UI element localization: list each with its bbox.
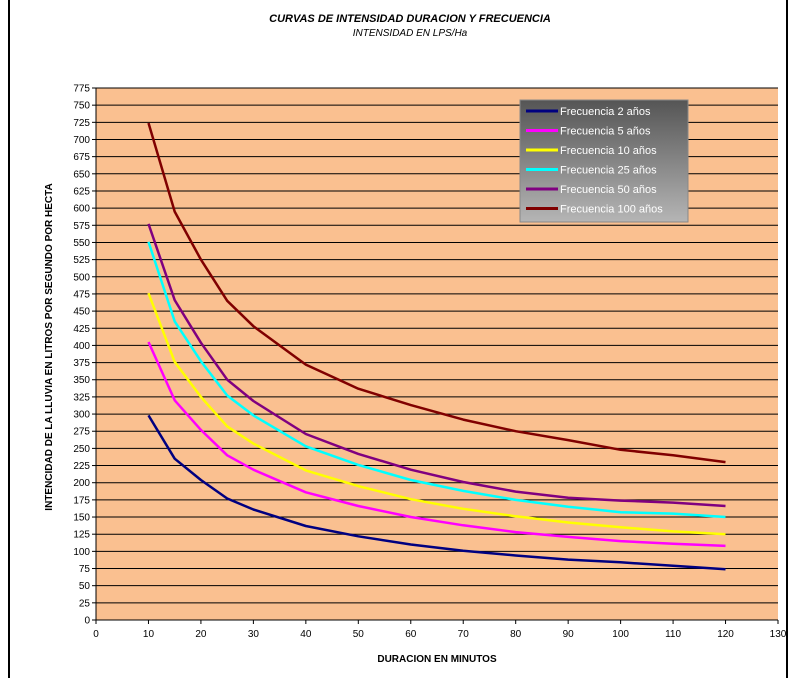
legend-label-2: Frecuencia 10 años xyxy=(560,145,657,157)
legend: Frecuencia 2 años Frecuencia 5 años Frecue… xyxy=(519,99,689,223)
y-tick-label-9: 225 xyxy=(73,461,90,472)
y-tick-label-29: 725 xyxy=(73,118,90,129)
y-tick-label-11: 275 xyxy=(73,427,90,438)
y-tick-label-6: 150 xyxy=(73,513,90,524)
chart-title: CURVAS DE INTENSIDAD DURACION Y FRECUENC… xyxy=(269,13,551,25)
y-tick-label-3: 75 xyxy=(79,564,91,575)
chart-subtitle: INTENSIDAD EN LPS/Ha xyxy=(353,28,468,39)
x-tick-label-13: 130 xyxy=(770,629,787,640)
y-tick-label-20: 500 xyxy=(73,272,90,283)
y-tick-label-12: 300 xyxy=(73,410,90,421)
axes xyxy=(95,88,778,621)
x-axis-ticks: 0 10 20 30 40 50 60 70 80 90 100 110 120 130 xyxy=(93,620,787,640)
left-border xyxy=(8,0,10,678)
x-tick-label-11: 110 xyxy=(665,629,681,640)
x-tick-label-3: 30 xyxy=(248,629,260,640)
x-tick-label-9: 90 xyxy=(563,629,575,640)
y-tick-label-19: 475 xyxy=(73,289,90,300)
x-tick-label-6: 60 xyxy=(405,629,417,640)
x-tick-label-1: 10 xyxy=(143,629,155,640)
series-line-3 xyxy=(147,241,726,519)
legend-label-5: Frecuencia 100 años xyxy=(560,204,663,216)
series-line-0 xyxy=(147,414,726,571)
y-tick-label-4: 100 xyxy=(73,547,90,558)
x-tick-label-4: 40 xyxy=(300,629,312,640)
y-axis-ticks: 0 25 50 75 100 125 150 175 200 225 250 275 300 325 350… xyxy=(73,84,96,627)
legend-label-0: Frecuencia 2 años xyxy=(560,106,651,118)
x-tick-label-2: 20 xyxy=(195,629,207,640)
x-tick-label-10: 100 xyxy=(612,629,629,640)
y-tick-label-7: 175 xyxy=(73,495,90,506)
series-lines xyxy=(147,122,726,571)
y-tick-label-30: 750 xyxy=(73,101,90,112)
y-tick-label-21: 525 xyxy=(73,255,90,266)
right-border xyxy=(786,0,788,678)
legend-label-3: Frecuencia 25 años xyxy=(560,165,657,177)
y-tick-label-13: 325 xyxy=(73,392,90,403)
y-tick-label-14: 350 xyxy=(73,375,90,386)
y-tick-label-15: 375 xyxy=(73,358,90,369)
y-tick-label-5: 125 xyxy=(73,530,90,541)
legend-label-1: Frecuencia 5 años xyxy=(560,126,651,138)
y-tick-label-17: 425 xyxy=(73,324,90,335)
y-tick-label-24: 600 xyxy=(73,204,90,215)
y-tick-label-25: 625 xyxy=(73,186,90,197)
y-tick-label-8: 200 xyxy=(73,478,90,489)
y-tick-label-28: 700 xyxy=(73,135,90,146)
y-tick-label-10: 250 xyxy=(73,444,90,455)
series-line-5 xyxy=(147,122,726,464)
y-tick-label-18: 450 xyxy=(73,307,90,318)
y-tick-label-22: 550 xyxy=(73,238,90,249)
y-tick-label-1: 25 xyxy=(79,598,91,609)
x-tick-label-12: 120 xyxy=(717,629,734,640)
y-tick-label-31: 775 xyxy=(73,84,90,95)
x-tick-label-7: 70 xyxy=(458,629,470,640)
y-axis-title: INTENCIDAD DE LA LLUVIA EN LITROS POR SE… xyxy=(44,183,55,510)
y-tick-label-26: 650 xyxy=(73,169,90,180)
x-tick-label-0: 0 xyxy=(93,629,99,640)
x-axis-title: DURACION EN MINUTOS xyxy=(377,654,497,665)
series-line-1 xyxy=(147,341,726,548)
legend-label-4: Frecuencia 50 años xyxy=(560,184,657,196)
y-tick-label-0: 0 xyxy=(84,616,90,627)
x-tick-label-5: 50 xyxy=(353,629,365,640)
y-tick-label-2: 50 xyxy=(79,581,91,592)
legend-box xyxy=(519,99,689,223)
series-line-2 xyxy=(147,292,726,536)
series-line-4 xyxy=(147,223,726,508)
y-tick-label-23: 575 xyxy=(73,221,90,232)
x-tick-label-8: 80 xyxy=(510,629,522,640)
y-tick-label-16: 400 xyxy=(73,341,90,352)
y-tick-label-27: 675 xyxy=(73,152,90,163)
